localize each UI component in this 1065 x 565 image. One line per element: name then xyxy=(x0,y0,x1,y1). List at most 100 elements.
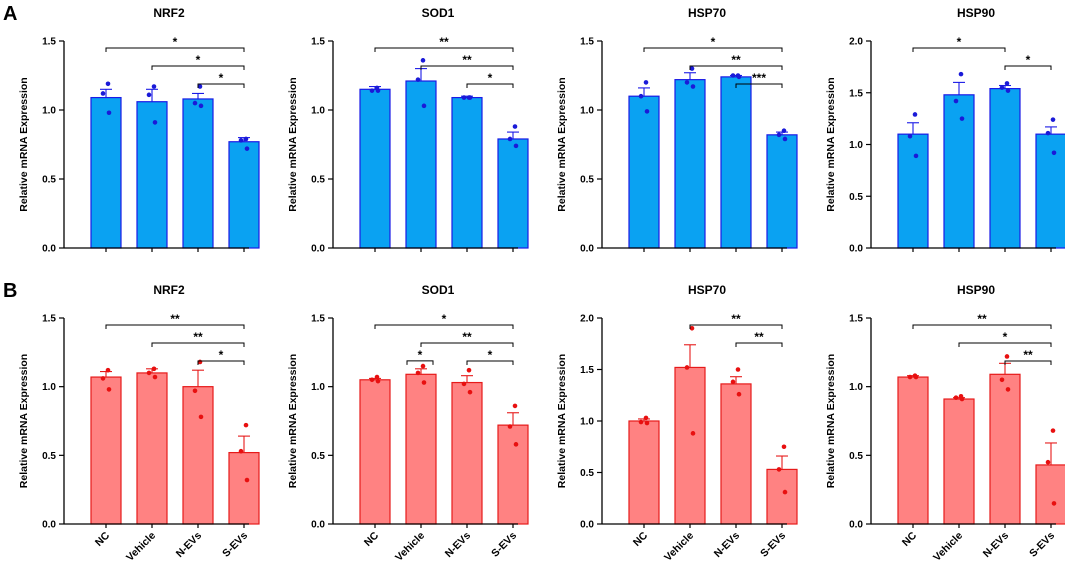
chart-b3-data-point xyxy=(782,489,788,495)
chart-b1-sig-bracket xyxy=(151,342,245,347)
chart-b2-sig-bracket xyxy=(466,360,514,365)
chart-b3-bar-vehicle xyxy=(674,366,706,525)
chart-a1-bar-vehicle xyxy=(136,101,168,249)
chart-b4-xtick-label: NC xyxy=(900,529,920,549)
chart-b1-data-point xyxy=(244,477,250,483)
chart-a1-data-point xyxy=(192,100,198,106)
chart-b3-bar-n-evs xyxy=(720,383,752,525)
chart-b4-xtick-label: Vehicle xyxy=(931,530,965,564)
chart-a4-bar-s-evs xyxy=(1035,133,1065,249)
chart-a4-data-point xyxy=(1004,81,1010,86)
chart-b3-data-point xyxy=(689,326,695,331)
chart-b3-data-point xyxy=(776,467,782,472)
chart-a3-data-point xyxy=(689,66,695,71)
chart-b3-ytick-label: 0.5 xyxy=(580,468,594,479)
chart-a4-ytick-label: 0.5 xyxy=(849,192,863,203)
chart-a1-data-point xyxy=(238,138,244,143)
chart-a2-sig-label: ** xyxy=(439,35,449,49)
chart-b4-data-point xyxy=(999,377,1005,383)
chart-b2-data-point xyxy=(512,403,518,409)
chart-b2-sig-bracket xyxy=(406,360,434,365)
chart-a3-data-point xyxy=(690,84,696,89)
chart-b2-data-point xyxy=(374,374,380,380)
chart-b2-sig-label: * xyxy=(442,312,447,326)
chart-a2-sig-bracket xyxy=(420,65,514,70)
chart-b1-xtick-label: Vehicle xyxy=(124,530,158,564)
chart-a4-ytick-label: 1.5 xyxy=(849,88,863,99)
chart-b4-sig-label: ** xyxy=(1023,348,1033,362)
chart-b4-title: HSP90 xyxy=(957,283,995,297)
chart-b3-data-point xyxy=(690,431,696,436)
chart-b1-ytick-label: 0.0 xyxy=(42,520,56,531)
chart-b2-xtick-label: Vehicle xyxy=(393,530,427,564)
chart-b3-xtick-label: S-EVs xyxy=(758,530,788,560)
chart-b1-ylabel: Relative mRNA Expression xyxy=(18,354,30,488)
chart-a2-ytick-label: 1.5 xyxy=(311,37,325,48)
chart-a3-bar-n-evs xyxy=(720,76,752,249)
chart-b3-ytick-label: 0.0 xyxy=(580,520,594,531)
chart-a1-ytick-label: 1.5 xyxy=(42,37,56,48)
chart-b3-data-point xyxy=(643,415,649,421)
chart-a2-data-point xyxy=(513,143,519,149)
charts-layer: NRF2 Relative mRNA Expression 0.0 0.5 1.0 1.5… xyxy=(18,6,1065,564)
chart-a3-data-point xyxy=(781,128,787,133)
chart-b4-sig-bracket xyxy=(912,324,1052,329)
chart-a2-ytick-label: 0.0 xyxy=(311,244,325,255)
chart-a1-sig-bracket xyxy=(197,83,245,88)
chart-b3-ytick-label: 2.0 xyxy=(580,314,594,325)
chart-b1-xtick-label: NC xyxy=(93,529,113,549)
chart-a4-data-point xyxy=(1051,150,1057,156)
chart-b1-data-point xyxy=(198,414,204,420)
chart-b1-title: NRF2 xyxy=(153,283,185,297)
chart-a3-data-point xyxy=(643,80,649,85)
chart-b2-bar-nc xyxy=(359,379,391,525)
chart-b4-bar-s-evs xyxy=(1035,464,1065,525)
chart-a2-data-point xyxy=(369,88,375,93)
chart-b1-data-point xyxy=(146,370,152,376)
chart-b2-data-point xyxy=(369,377,375,383)
chart-b3-data-point xyxy=(730,379,736,385)
chart-a3-title: HSP70 xyxy=(688,6,726,20)
chart-a1-sig-label: * xyxy=(196,53,201,67)
chart-a2-title: SOD1 xyxy=(422,6,455,20)
chart-a2-sig-label: ** xyxy=(462,53,472,67)
chart-a4-bar-nc xyxy=(897,133,929,249)
chart-b2-bar-s-evs xyxy=(497,424,529,525)
chart-a3-sig-bracket xyxy=(689,65,783,70)
chart-b2-data-point xyxy=(375,378,381,384)
chart-b2-ylabel: Relative mRNA Expression xyxy=(287,354,299,488)
chart-b2-ytick-label: 1.5 xyxy=(311,314,325,325)
chart-a2-data-point xyxy=(375,88,381,93)
chart-b1-data-point xyxy=(100,376,106,381)
chart-b1-bar-n-evs xyxy=(182,386,214,525)
chart-b1-ytick-label: 1.0 xyxy=(42,382,56,393)
chart-b4-data-point xyxy=(913,374,919,380)
chart-a4-data-point xyxy=(1050,117,1056,122)
chart-b3-ytick-label: 1.0 xyxy=(580,417,594,428)
chart-b4-sig-bracket xyxy=(1004,360,1052,365)
chart-b1-data-point xyxy=(105,367,111,373)
chart-a4-data-point xyxy=(1005,88,1011,93)
chart-a3-ytick-label: 1.0 xyxy=(580,106,594,117)
chart-b-sod1: SOD1 Relative mRNA Expression 0.0 0.5 1.0 1.5… xyxy=(287,283,529,564)
chart-a4-data-point xyxy=(1045,130,1051,136)
chart-a1-ytick-label: 0.0 xyxy=(42,244,56,255)
chart-a4-data-point xyxy=(913,153,919,159)
chart-b4-bar-nc xyxy=(897,376,929,525)
chart-a2-data-point xyxy=(512,124,518,129)
chart-b3-sig-bracket xyxy=(735,342,783,347)
chart-a-hsp90: HSP90 Relative mRNA Expression 0.0 0.5 1.0 1.… xyxy=(825,6,1065,255)
chart-b3-bar-nc xyxy=(628,420,660,525)
chart-a1-sig-bracket xyxy=(105,47,245,52)
chart-b3-ylabel: Relative mRNA Expression xyxy=(556,354,568,488)
chart-b4-sig-label: ** xyxy=(977,312,987,326)
chart-b2-ytick-label: 0.5 xyxy=(311,451,325,462)
chart-a3-sig-bracket xyxy=(643,47,783,52)
chart-b4-xtick-label: S-EVs xyxy=(1027,530,1057,560)
chart-b4-ylabel: Relative mRNA Expression xyxy=(825,354,837,488)
chart-b4-xtick-label: N-EVs xyxy=(981,530,1011,560)
chart-a3-data-point xyxy=(638,93,644,99)
chart-a4-data-point xyxy=(907,133,913,139)
chart-a3-bar-vehicle xyxy=(674,79,706,249)
